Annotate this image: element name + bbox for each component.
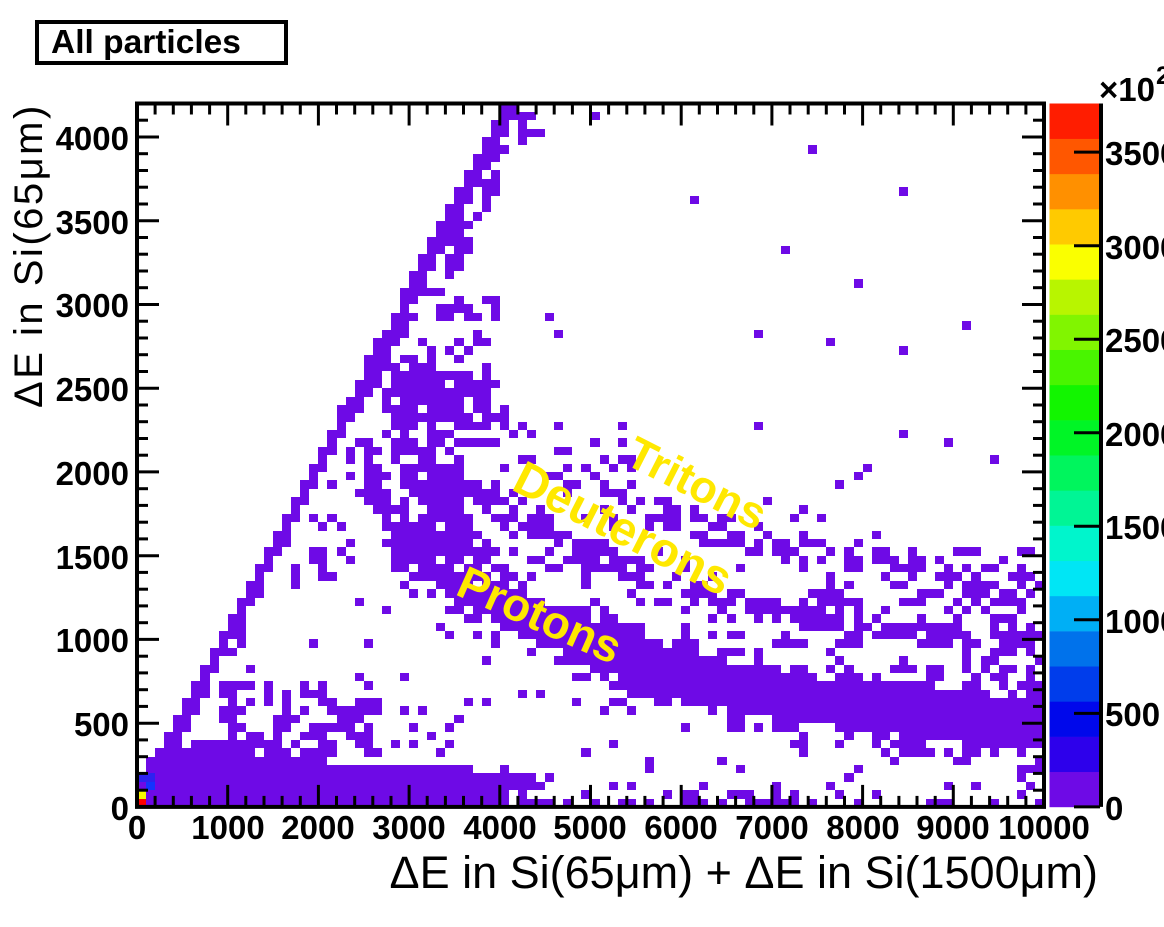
svg-text:0: 0 — [111, 790, 129, 827]
svg-text:1000: 1000 — [1105, 603, 1164, 640]
svg-text:3500: 3500 — [56, 204, 129, 241]
svg-text:9000: 9000 — [916, 809, 989, 846]
svg-text:4000: 4000 — [56, 120, 129, 157]
svg-text:ΔE in Si(65μm) + ΔE in Si(1500: ΔE in Si(65μm) + ΔE in Si(1500μm) — [390, 847, 1098, 898]
svg-text:2000: 2000 — [1105, 416, 1164, 453]
svg-text:1000: 1000 — [56, 622, 129, 659]
svg-text:2500: 2500 — [1105, 322, 1164, 359]
svg-text:5000: 5000 — [553, 809, 626, 846]
svg-text:1000: 1000 — [191, 809, 264, 846]
svg-text:3500: 3500 — [1105, 135, 1164, 172]
svg-text:8000: 8000 — [826, 809, 899, 846]
svg-text:2500: 2500 — [56, 371, 129, 408]
svg-text:4000: 4000 — [463, 809, 536, 846]
svg-text:2000: 2000 — [281, 809, 354, 846]
svg-text:3000: 3000 — [56, 287, 129, 324]
svg-text:500: 500 — [74, 706, 129, 743]
svg-text:0: 0 — [128, 809, 146, 846]
svg-text:2: 2 — [1156, 62, 1164, 90]
svg-text:×10: ×10 — [1099, 71, 1155, 108]
svg-text:2000: 2000 — [56, 455, 129, 492]
svg-text:1500: 1500 — [56, 539, 129, 576]
svg-text:3000: 3000 — [1105, 229, 1164, 266]
svg-text:7000: 7000 — [735, 809, 808, 846]
svg-text:10000: 10000 — [998, 809, 1090, 846]
svg-text:1500: 1500 — [1105, 509, 1164, 546]
svg-text:6000: 6000 — [644, 809, 717, 846]
svg-text:All particles: All particles — [51, 24, 241, 61]
svg-text:ΔE in Si(65μm): ΔE in Si(65μm) — [7, 103, 51, 408]
svg-text:3000: 3000 — [372, 809, 445, 846]
svg-text:0: 0 — [1105, 790, 1123, 827]
svg-text:500: 500 — [1105, 696, 1160, 733]
